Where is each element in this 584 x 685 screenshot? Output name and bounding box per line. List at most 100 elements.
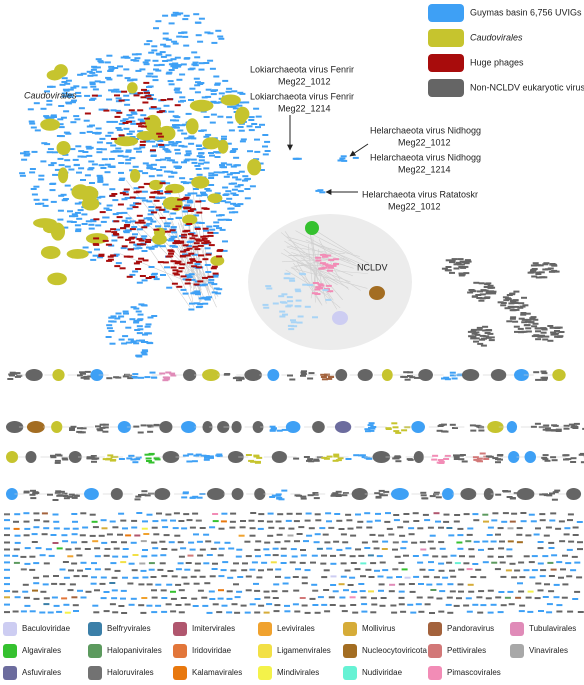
node <box>519 604 526 607</box>
cluster <box>508 451 520 463</box>
node <box>365 568 372 571</box>
node <box>51 582 58 585</box>
node <box>144 453 151 456</box>
node <box>191 192 198 195</box>
node <box>328 375 334 378</box>
node <box>45 548 52 551</box>
node <box>119 192 126 195</box>
node <box>284 540 291 543</box>
node <box>394 555 401 558</box>
node <box>53 575 59 577</box>
node <box>112 526 119 529</box>
node <box>345 547 352 550</box>
cluster <box>110 488 123 500</box>
node <box>390 604 397 607</box>
node <box>308 372 315 375</box>
node <box>511 512 518 515</box>
node <box>440 423 447 426</box>
node <box>172 142 179 145</box>
cluster <box>461 369 480 381</box>
node <box>111 589 118 592</box>
node <box>50 200 57 203</box>
legend-swatch <box>343 644 357 658</box>
node <box>93 237 100 240</box>
node <box>110 459 117 461</box>
node <box>35 202 41 205</box>
node <box>96 148 103 151</box>
node <box>276 533 283 536</box>
legend-label: Nucleocytoviricota <box>362 646 427 655</box>
node <box>70 221 77 223</box>
node <box>42 204 49 207</box>
node <box>142 333 148 336</box>
node <box>113 220 120 223</box>
node <box>147 213 154 216</box>
node <box>238 377 245 380</box>
node <box>48 554 55 557</box>
node <box>408 527 415 530</box>
node <box>4 513 10 516</box>
node <box>55 490 62 493</box>
node <box>500 304 507 307</box>
node <box>30 188 37 190</box>
node <box>215 29 222 32</box>
node <box>256 576 263 579</box>
node <box>70 425 77 428</box>
node <box>77 73 84 76</box>
node <box>233 156 240 159</box>
node <box>69 215 75 218</box>
node <box>463 604 470 607</box>
node <box>189 87 196 90</box>
node <box>122 55 129 58</box>
cluster <box>68 451 82 463</box>
node <box>147 453 154 456</box>
node <box>218 547 225 550</box>
node <box>117 154 124 157</box>
node <box>539 519 546 522</box>
node <box>129 157 136 160</box>
node <box>207 32 214 35</box>
node <box>200 110 207 113</box>
node <box>20 152 26 155</box>
node <box>226 611 233 614</box>
node <box>44 90 50 93</box>
node <box>209 67 216 70</box>
node <box>520 312 527 314</box>
node <box>326 547 333 550</box>
node <box>399 534 406 537</box>
node <box>186 519 193 522</box>
node <box>137 130 144 133</box>
node <box>271 427 277 430</box>
node <box>78 201 85 204</box>
node <box>147 425 154 428</box>
cluster <box>252 421 264 433</box>
node <box>68 569 74 572</box>
node <box>140 237 147 240</box>
node <box>423 575 430 578</box>
node <box>168 69 175 71</box>
node <box>314 533 321 536</box>
node <box>482 289 489 292</box>
node <box>326 377 333 380</box>
node <box>491 519 498 522</box>
node <box>212 174 219 177</box>
node <box>320 376 327 378</box>
node <box>212 272 219 275</box>
node <box>122 310 129 313</box>
node <box>172 66 179 69</box>
node <box>475 568 482 571</box>
node <box>469 424 476 427</box>
node <box>129 120 136 123</box>
node <box>132 461 139 464</box>
node <box>155 583 162 586</box>
node <box>205 253 212 256</box>
annotation: Meg22_1214 <box>398 164 451 174</box>
node <box>232 194 239 196</box>
node <box>144 376 151 379</box>
node <box>335 490 342 493</box>
node <box>570 569 577 572</box>
node <box>530 264 537 267</box>
node <box>160 158 166 161</box>
node <box>50 456 57 459</box>
node <box>167 255 174 258</box>
